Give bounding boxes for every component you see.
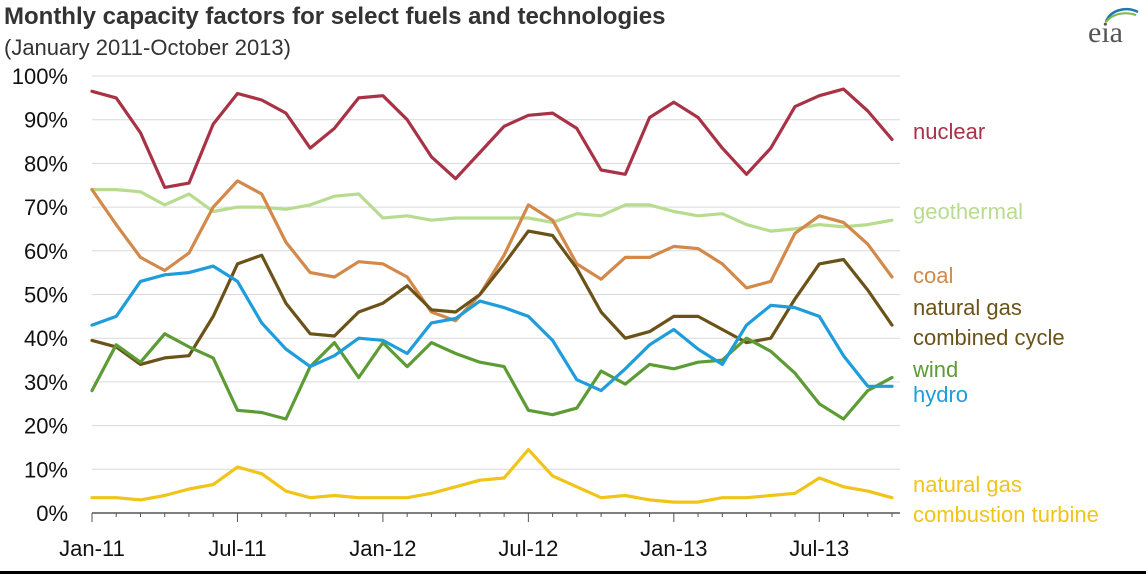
x-axis <box>91 512 900 522</box>
grid-lines <box>92 75 900 470</box>
eia-logo: eia <box>1088 8 1139 48</box>
y-tick-label: 60% <box>24 239 68 264</box>
y-tick-label: 40% <box>24 326 68 351</box>
x-tick-label: Jan-12 <box>349 536 416 561</box>
x-axis-tick-labels: Jan-11 Jul-11 Jan-12 Jul-12 Jan-13 Jul-13 <box>59 536 849 561</box>
y-tick-label: 30% <box>24 370 68 395</box>
bottom-rule <box>0 571 1146 574</box>
y-axis-tick-labels: 0% 10% 20% 30% 40% 50% 60% 70% 80% 90% 100% <box>12 64 68 526</box>
eia-logo-text: eia <box>1088 16 1123 48</box>
y-tick-label: 20% <box>24 414 68 439</box>
series-label-wind: wind <box>912 357 958 382</box>
x-tick-label: Jul-12 <box>498 536 558 561</box>
series-labels: nuclear geothermal coal natural gas combined… <box>912 119 1099 527</box>
y-tick-label: 80% <box>24 151 68 176</box>
y-tick-label: 70% <box>24 195 68 220</box>
x-tick-label: Jul-11 <box>208 536 266 561</box>
series-label-geothermal: geothermal <box>913 199 1023 224</box>
series-line-coal <box>90 179 894 323</box>
series-line-wind <box>90 332 894 421</box>
series-line-hydro <box>90 264 894 393</box>
series-line-nuclear <box>90 87 894 189</box>
series-line-natural-gas-combustion-turbine <box>90 448 894 504</box>
x-tick-label: Jul-13 <box>789 536 849 561</box>
chart-subtitle: (January 2011-October 2013) <box>4 35 291 60</box>
y-tick-label: 100% <box>12 64 68 89</box>
y-tick-label: 0% <box>36 501 68 526</box>
y-tick-label: 90% <box>24 108 68 133</box>
x-tick-label: Jan-13 <box>640 536 707 561</box>
series-line-natural-gas-combined-cycle <box>90 229 894 366</box>
series-lines <box>90 87 894 504</box>
y-tick-label: 10% <box>24 457 68 482</box>
series-line-geothermal <box>90 188 894 233</box>
series-label-natural-gas-combined-cycle: natural gas <box>913 295 1022 320</box>
series-label-natural-gas-combustion-turbine: combustion turbine <box>913 502 1099 527</box>
series-label-hydro: hydro <box>913 382 968 407</box>
chart-title: Monthly capacity factors for select fuel… <box>4 3 666 30</box>
y-tick-label: 50% <box>24 283 68 308</box>
series-label-nuclear: nuclear <box>913 119 985 144</box>
series-label-coal: coal <box>913 263 953 288</box>
series-label-natural-gas-combined-cycle: combined cycle <box>913 325 1065 350</box>
series-label-natural-gas-combustion-turbine: natural gas <box>913 472 1022 497</box>
x-tick-label: Jan-11 <box>59 536 125 561</box>
